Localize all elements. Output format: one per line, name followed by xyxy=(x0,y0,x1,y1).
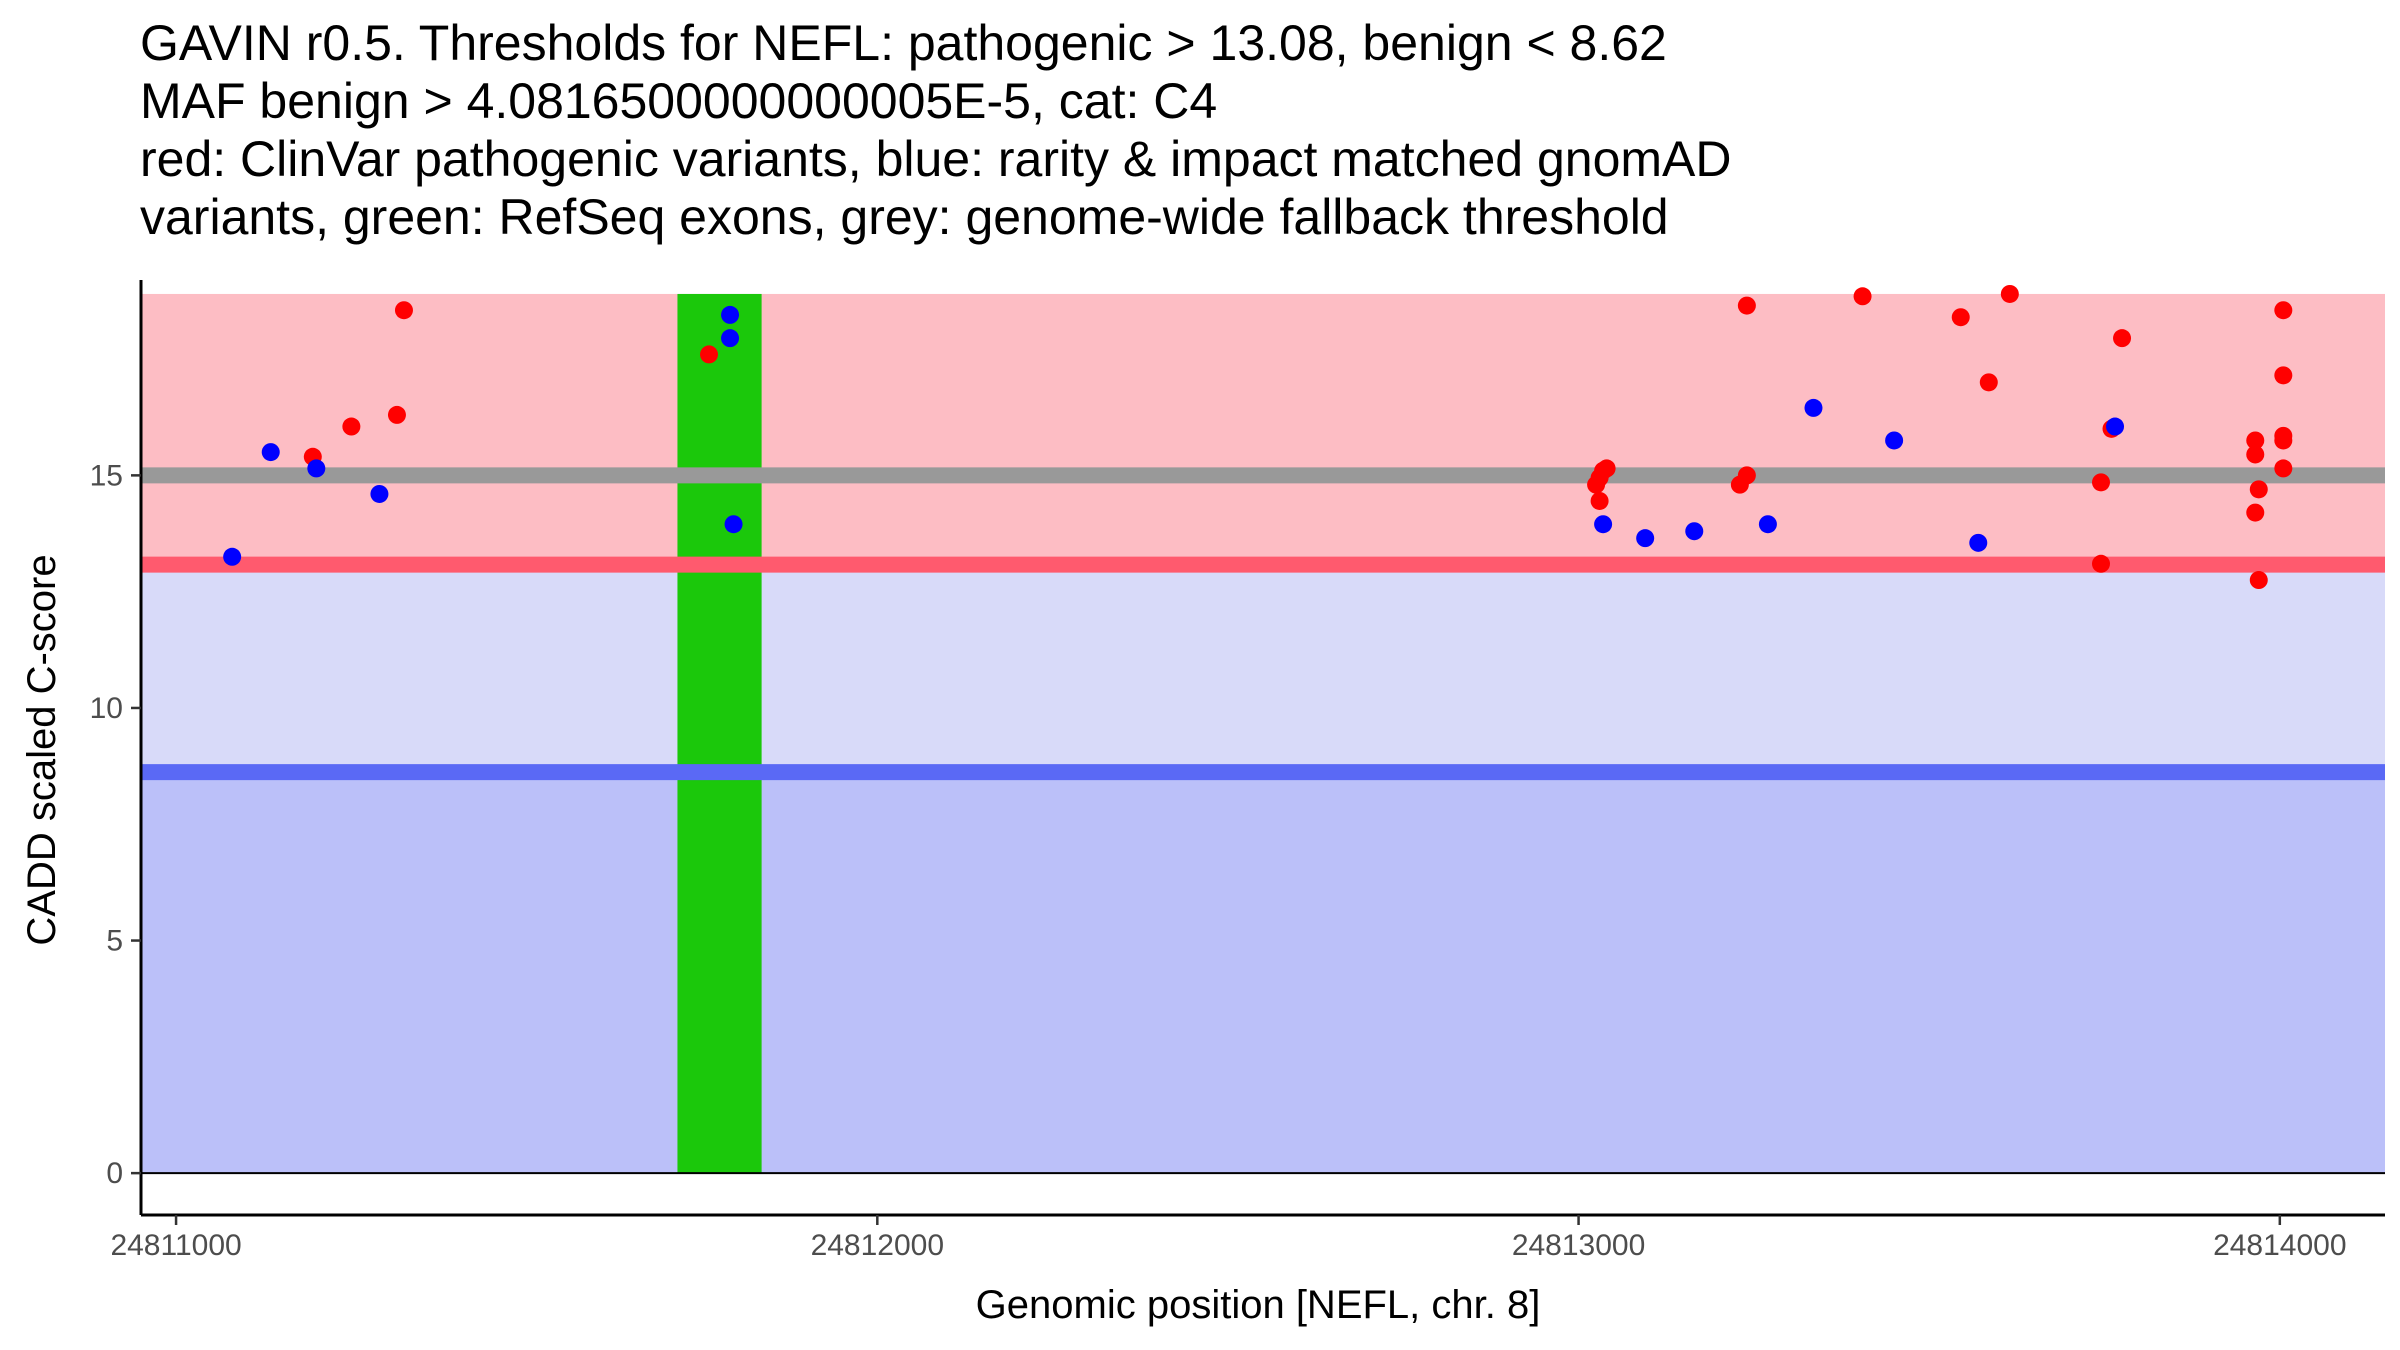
clinvar-point-24 xyxy=(2249,480,2268,499)
clinvar-point-17 xyxy=(2000,284,2019,303)
y-axis-title: CADD scaled C-score xyxy=(20,554,64,945)
clinvar-point-25 xyxy=(2246,503,2265,522)
clinvar-point-4 xyxy=(394,301,413,320)
x-tick-label: 24814000 xyxy=(2213,1229,2346,1262)
threshold-regions xyxy=(141,293,2385,1174)
gnomad-point-8 xyxy=(1594,515,1613,534)
x-axis-title: Genomic position [NEFL, chr. 8] xyxy=(976,1283,1541,1327)
clinvar-point-31 xyxy=(2274,459,2293,478)
pathogenic-region xyxy=(141,293,2385,565)
title-line-1: GAVIN r0.5. Thresholds for NEFL: pathoge… xyxy=(140,15,1667,71)
calibration-region xyxy=(141,564,2385,773)
gnomad-point-1 xyxy=(223,547,242,566)
title-line-2: MAF benign > 4.0816500000000005E-5, cat:… xyxy=(140,73,1218,129)
title-line-4: variants, green: RefSeq exons, grey: gen… xyxy=(140,189,1669,245)
gnomad-point-2 xyxy=(261,443,280,462)
clinvar-point-12 xyxy=(1737,466,1756,485)
clinvar-point-2 xyxy=(342,417,361,436)
title-line-3: red: ClinVar pathogenic variants, blue: … xyxy=(140,131,1732,187)
gnomad-point-3 xyxy=(307,459,326,478)
x-tick-label: 24812000 xyxy=(811,1229,944,1262)
clinvar-point-21 xyxy=(2113,329,2132,348)
clinvar-point-10 xyxy=(1590,491,1609,510)
clinvar-point-22 xyxy=(2246,431,2265,450)
x-tick-label: 24811000 xyxy=(110,1229,241,1262)
gnomad-point-9 xyxy=(1636,529,1655,548)
y-tick-label: 0 xyxy=(106,1157,123,1190)
benign-region xyxy=(141,772,2385,1174)
clinvar-point-14 xyxy=(1853,287,1872,306)
threshold-lines xyxy=(141,467,2385,781)
clinvar-point-3 xyxy=(387,405,406,424)
gnomad-point-11 xyxy=(1758,515,1777,534)
gnomad-point-14 xyxy=(1969,533,1988,552)
gnomad-point-7 xyxy=(724,515,743,534)
clinvar-point-30 xyxy=(2274,431,2293,450)
gnomad-point-13 xyxy=(1885,431,1904,450)
y-tick-label: 15 xyxy=(90,459,123,492)
y-tick-label: 5 xyxy=(106,925,123,958)
exon-bar-1 xyxy=(677,293,762,1174)
clinvar-point-5 xyxy=(700,345,719,364)
gnomad-point-6 xyxy=(721,329,740,348)
gnomad-point-15 xyxy=(2106,417,2125,436)
exon-bars xyxy=(677,293,762,1174)
clinvar-point-26 xyxy=(2249,571,2268,590)
x-tick-label: 24813000 xyxy=(1512,1229,1645,1262)
clinvar-point-15 xyxy=(1951,308,1970,327)
clinvar-point-27 xyxy=(2274,301,2293,320)
y-tick-label: 10 xyxy=(90,692,123,725)
clinvar-point-9 xyxy=(1597,459,1616,478)
clinvar-point-23 xyxy=(2246,445,2265,464)
clinvar-point-19 xyxy=(2091,554,2110,573)
clinvar-point-28 xyxy=(2274,366,2293,385)
chart-title: GAVIN r0.5. Thresholds for NEFL: pathoge… xyxy=(140,14,1731,246)
axes: 0 5 10 15 24811000 24812000 24813000 24814000 xyxy=(90,280,2385,1262)
gnomad-point-12 xyxy=(1804,398,1823,417)
clinvar-point-16 xyxy=(1979,373,1998,392)
variant-points xyxy=(223,284,2293,590)
gnomad-point-4 xyxy=(370,484,389,503)
gnomad-point-5 xyxy=(721,305,740,324)
clinvar-point-13 xyxy=(1737,296,1756,315)
clinvar-point-18 xyxy=(2091,473,2110,492)
gnomad-point-10 xyxy=(1685,522,1704,541)
